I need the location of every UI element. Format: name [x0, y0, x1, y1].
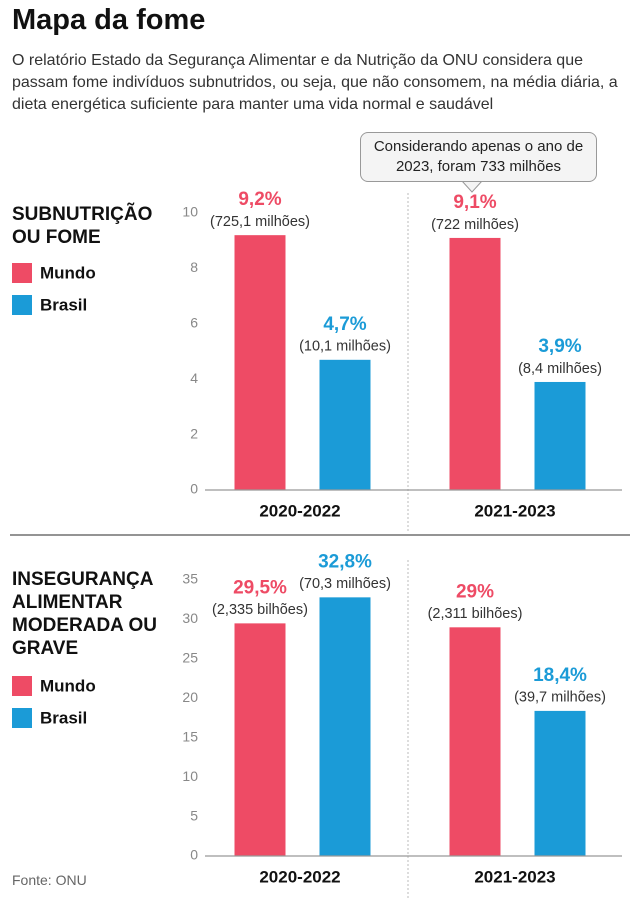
legend-label: Brasil	[40, 708, 87, 727]
count-label: (8,4 milhões)	[518, 361, 602, 377]
y-tick-label: 8	[190, 259, 198, 275]
y-tick-label: 4	[190, 370, 198, 386]
bar	[534, 381, 586, 490]
count-label: (70,3 milhões)	[299, 576, 391, 592]
chart-title: SUBNUTRIÇÃO OU FOME	[12, 204, 153, 248]
value-label: 9,2%	[238, 189, 281, 210]
y-tick-label: 30	[182, 610, 198, 626]
legend-swatch	[12, 295, 32, 315]
count-label: (39,7 milhões)	[514, 690, 606, 706]
x-tick-label: 2020-2022	[259, 501, 340, 520]
value-label: 29%	[456, 581, 494, 602]
y-tick-label: 0	[190, 481, 198, 497]
x-tick-label: 2021-2023	[474, 501, 555, 520]
subtitle: O relatório Estado da Segurança Alimenta…	[12, 52, 618, 113]
bar	[319, 359, 371, 490]
title: Mapa da fome	[12, 4, 206, 36]
count-label: (10,1 milhões)	[299, 339, 391, 355]
y-tick-label: 20	[182, 689, 198, 705]
y-tick-label: 0	[190, 847, 198, 863]
annotation: Considerando apenas o ano de 2023, foram…	[360, 132, 597, 182]
count-label: (725,1 milhões)	[210, 214, 310, 230]
bar	[234, 623, 286, 856]
bar	[234, 235, 286, 490]
legend-label: Brasil	[40, 295, 87, 314]
x-tick-label: 2021-2023	[474, 867, 555, 886]
legend-swatch	[12, 708, 32, 728]
count-label: (2,335 bilhões)	[212, 602, 308, 618]
y-tick-label: 15	[182, 728, 198, 744]
y-tick-label: 6	[190, 315, 198, 331]
chart-title: INSEGURANÇA ALIMENTAR MODERADA OU GRAVE	[12, 569, 157, 659]
y-tick-label: 10	[182, 768, 198, 784]
y-tick-label: 2	[190, 425, 198, 441]
value-label: 32,8%	[318, 551, 372, 572]
value-label: 18,4%	[533, 665, 587, 686]
value-label: 9,1%	[453, 192, 496, 213]
value-label: 3,9%	[538, 336, 581, 357]
legend-swatch	[12, 676, 32, 696]
x-tick-label: 2020-2022	[259, 867, 340, 886]
bar	[449, 237, 501, 490]
y-tick-label: 25	[182, 650, 198, 666]
source: Fonte: ONU	[12, 872, 87, 888]
y-tick-label: 10	[182, 204, 198, 220]
value-label: 29,5%	[233, 577, 287, 598]
count-label: (722 milhões)	[431, 217, 519, 233]
bar	[534, 710, 586, 856]
value-label: 4,7%	[323, 314, 366, 335]
legend-swatch	[12, 263, 32, 283]
count-label: (2,311 bilhões)	[428, 606, 523, 622]
note-pointer	[461, 180, 483, 193]
y-tick-label: 5	[190, 807, 198, 823]
legend-label: Mundo	[40, 676, 96, 695]
bar	[319, 597, 371, 856]
y-tick-label: 35	[182, 571, 198, 587]
legend-label: Mundo	[40, 263, 96, 282]
bar	[449, 627, 501, 856]
